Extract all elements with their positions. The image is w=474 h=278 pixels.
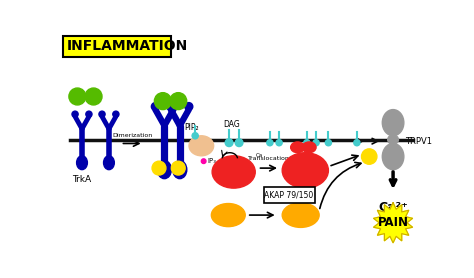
Circle shape: [192, 133, 198, 139]
Ellipse shape: [282, 203, 319, 227]
Text: NGF: NGF: [86, 94, 101, 99]
Text: P: P: [175, 164, 182, 173]
Ellipse shape: [77, 156, 87, 170]
Text: PIP₂: PIP₂: [184, 123, 199, 132]
Text: P: P: [156, 164, 162, 173]
Text: PLCγ: PLCγ: [189, 142, 214, 151]
Circle shape: [325, 140, 331, 146]
Ellipse shape: [383, 110, 404, 136]
Text: Translocation: Translocation: [248, 157, 290, 162]
Circle shape: [276, 140, 282, 146]
Circle shape: [86, 111, 92, 117]
Ellipse shape: [211, 203, 245, 227]
Circle shape: [171, 161, 185, 175]
Circle shape: [72, 111, 78, 117]
Ellipse shape: [282, 153, 328, 188]
Circle shape: [185, 103, 193, 111]
Circle shape: [170, 93, 187, 110]
Text: P: P: [365, 152, 373, 162]
Circle shape: [201, 159, 206, 163]
Circle shape: [225, 139, 233, 147]
Circle shape: [313, 140, 319, 146]
Ellipse shape: [157, 161, 172, 179]
Text: PAIN: PAIN: [378, 216, 409, 229]
Text: Ca: Ca: [255, 153, 263, 158]
Circle shape: [152, 161, 166, 175]
FancyBboxPatch shape: [264, 187, 315, 203]
Ellipse shape: [173, 161, 187, 179]
Text: C1: C1: [307, 159, 316, 164]
Ellipse shape: [212, 156, 255, 188]
Text: Dimerization: Dimerization: [112, 133, 152, 138]
Circle shape: [304, 140, 310, 146]
Text: C1: C1: [234, 162, 242, 167]
Text: PKC: PKC: [221, 170, 246, 180]
Ellipse shape: [383, 143, 404, 170]
Text: NGF: NGF: [172, 99, 185, 104]
Text: IP₃: IP₃: [208, 158, 216, 164]
Text: C2: C2: [292, 159, 300, 164]
Circle shape: [69, 88, 86, 105]
Text: DAG: DAG: [223, 120, 240, 129]
Text: NGF: NGF: [156, 99, 169, 104]
Text: TrkA: TrkA: [73, 175, 91, 184]
Circle shape: [267, 140, 273, 146]
Ellipse shape: [189, 136, 214, 156]
Circle shape: [354, 140, 360, 146]
Text: TRPV1: TRPV1: [405, 137, 432, 146]
Circle shape: [113, 111, 119, 117]
Ellipse shape: [302, 142, 316, 153]
Circle shape: [167, 103, 175, 111]
Circle shape: [169, 103, 177, 111]
Polygon shape: [374, 203, 412, 243]
Text: INFLAMMATION: INFLAMMATION: [66, 39, 188, 53]
Text: C2: C2: [220, 162, 228, 167]
Circle shape: [155, 93, 171, 110]
Ellipse shape: [291, 142, 304, 153]
Circle shape: [235, 139, 243, 147]
Text: NGF: NGF: [70, 94, 85, 99]
Ellipse shape: [103, 156, 114, 170]
Text: AKAP 79/150: AKAP 79/150: [264, 190, 314, 200]
Circle shape: [362, 149, 377, 164]
Text: PKC: PKC: [292, 168, 319, 181]
Text: Ca²⁺: Ca²⁺: [378, 201, 408, 214]
Text: PKA: PKA: [217, 210, 240, 220]
Circle shape: [99, 111, 105, 117]
Circle shape: [85, 88, 102, 105]
Text: PKA: PKA: [289, 210, 312, 220]
FancyBboxPatch shape: [63, 36, 171, 57]
Circle shape: [151, 103, 159, 111]
Ellipse shape: [388, 135, 399, 144]
